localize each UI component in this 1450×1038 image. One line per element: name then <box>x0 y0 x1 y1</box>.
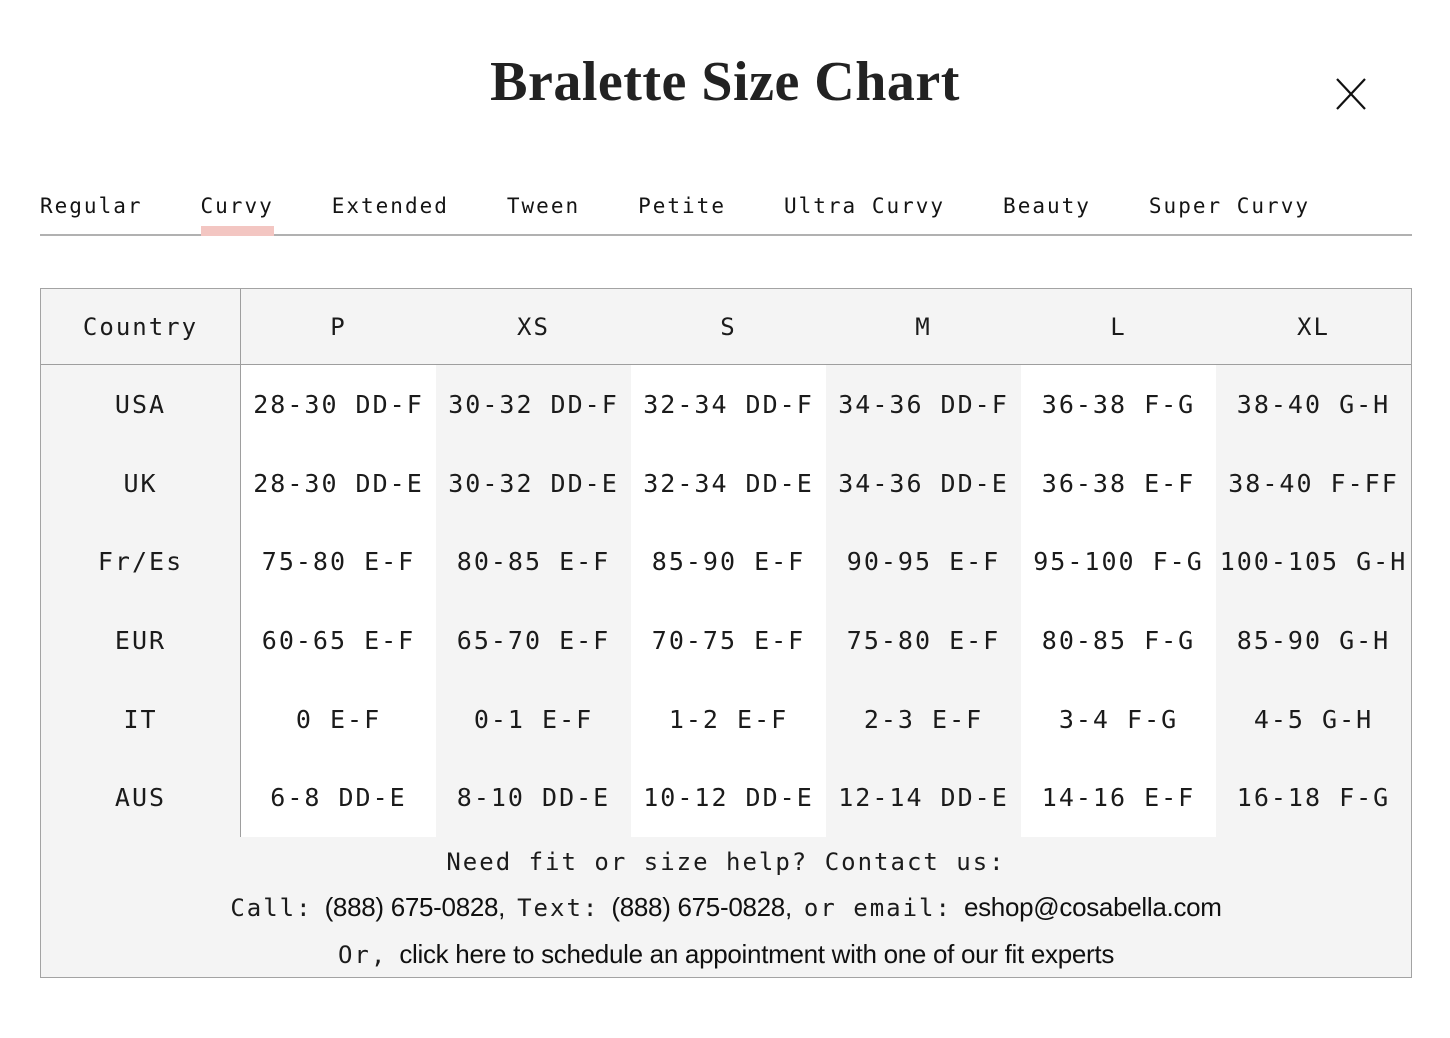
table-cell: 16-18 F-G <box>1236 783 1391 813</box>
tab-super-curvy[interactable]: Super Curvy <box>1148 194 1310 219</box>
tab-petite[interactable]: Petite <box>638 194 726 219</box>
table-cell: 85-90 E-F <box>631 522 826 602</box>
table-cell: 75-80 E-F <box>846 625 1001 655</box>
call-label: Call: <box>230 894 313 923</box>
table-cell: 30-32 DD-E <box>448 468 619 498</box>
column-header-p: P <box>241 289 436 366</box>
tab-regular[interactable]: Regular <box>40 194 143 219</box>
table-cell: 0-1 E-F <box>473 704 594 734</box>
tab-ultra-curvy[interactable]: Ultra Curvy <box>783 194 946 219</box>
table-cell: 36-38 F-G <box>1021 365 1216 444</box>
table-cell: 95-100 F-G <box>1021 522 1216 602</box>
modal-header: Bralette Size Chart <box>0 0 1450 114</box>
table-cell: 90-95 E-F <box>846 547 1001 577</box>
table-cell: 2-3 E-F <box>863 704 984 734</box>
table-cell: 12-14 DD-E <box>838 783 1009 813</box>
email-label: or email: <box>803 894 952 923</box>
tab-curvy[interactable]: Curvy <box>200 192 274 237</box>
table-cell: 85-90 G-H <box>1236 625 1391 655</box>
table-cell: 70-75 E-F <box>631 601 826 680</box>
close-button[interactable] <box>1327 70 1375 118</box>
row-label-fr-es: Fr/Es <box>41 522 241 602</box>
table-cell: 10-12 DD-E <box>631 758 826 837</box>
text-label: Text: <box>517 894 600 923</box>
size-table: Country P XS S M L XL USA 28-30 DD-F 30-… <box>40 288 1412 979</box>
fit-help-footer: Need fit or size help? Contact us: Call:… <box>41 837 1411 977</box>
page-title: Bralette Size Chart <box>490 51 960 113</box>
row-label-it: IT <box>41 679 241 759</box>
row-label-usa: USA <box>41 365 241 444</box>
row-label-eur: EUR <box>41 601 241 680</box>
table-cell: 65-70 E-F <box>456 625 611 655</box>
column-header-xs: XS <box>436 289 631 366</box>
column-header-xl: XL <box>1216 289 1411 366</box>
email-link[interactable]: eshop@cosabella.com <box>963 892 1222 923</box>
row-label-uk: UK <box>41 443 241 523</box>
table-cell: 36-38 E-F <box>1021 443 1216 523</box>
close-icon <box>1334 76 1368 112</box>
table-cell: 28-30 DD-F <box>241 365 436 444</box>
table-cell: 34-36 DD-E <box>838 468 1009 498</box>
table-cell: 38-40 G-H <box>1236 390 1391 420</box>
table-cell: 34-36 DD-F <box>838 390 1009 420</box>
schedule-appointment-link[interactable]: click here to schedule an appointment wi… <box>399 939 1115 970</box>
table-cell: 30-32 DD-F <box>448 390 619 420</box>
table-cell: 3-4 F-G <box>1021 679 1216 759</box>
size-chart-tabs: Regular Curvy Extended Tween Petite Ultr… <box>40 192 1412 237</box>
help-line: Need fit or size help? Contact us: <box>446 848 1005 876</box>
table-cell: 60-65 E-F <box>241 601 436 680</box>
table-cell: 0 E-F <box>241 679 436 759</box>
table-cell: 6-8 DD-E <box>241 758 436 837</box>
help-text: Need fit or size help? Contact us: <box>446 848 1006 877</box>
table-cell: 100-105 G-H <box>1219 547 1408 577</box>
row-label-aus: AUS <box>41 758 241 837</box>
tab-beauty[interactable]: Beauty <box>1003 194 1091 219</box>
tab-extended[interactable]: Extended <box>331 194 449 219</box>
column-header-m: M <box>826 289 1021 366</box>
table-cell: 32-34 DD-E <box>631 443 826 523</box>
column-header-country: Country <box>41 289 241 366</box>
appointment-line: Or, click here to schedule an appointmen… <box>338 939 1114 970</box>
tab-tween[interactable]: Tween <box>506 194 581 219</box>
table-cell: 32-34 DD-F <box>631 365 826 444</box>
or-label: Or, <box>337 941 388 970</box>
table-cell: 4-5 G-H <box>1253 704 1374 734</box>
table-cell: 14-16 E-F <box>1021 758 1216 837</box>
table-cell: 28-30 DD-E <box>241 443 436 523</box>
table-cell: 80-85 F-G <box>1021 601 1216 680</box>
column-header-s: S <box>631 289 826 366</box>
table-cell: 38-40 F-FF <box>1228 468 1399 498</box>
table-cell: 1-2 E-F <box>631 679 826 759</box>
contact-line: Call: (888) 675-0828, Text: (888) 675-08… <box>230 892 1222 923</box>
phone-link-call[interactable]: (888) 675-0828, <box>324 892 506 923</box>
table-cell: 8-10 DD-E <box>456 783 611 813</box>
table-cell: 75-80 E-F <box>241 522 436 602</box>
column-header-l: L <box>1021 289 1216 366</box>
table-cell: 80-85 E-F <box>456 547 611 577</box>
phone-link-text[interactable]: (888) 675-0828, <box>611 892 792 923</box>
